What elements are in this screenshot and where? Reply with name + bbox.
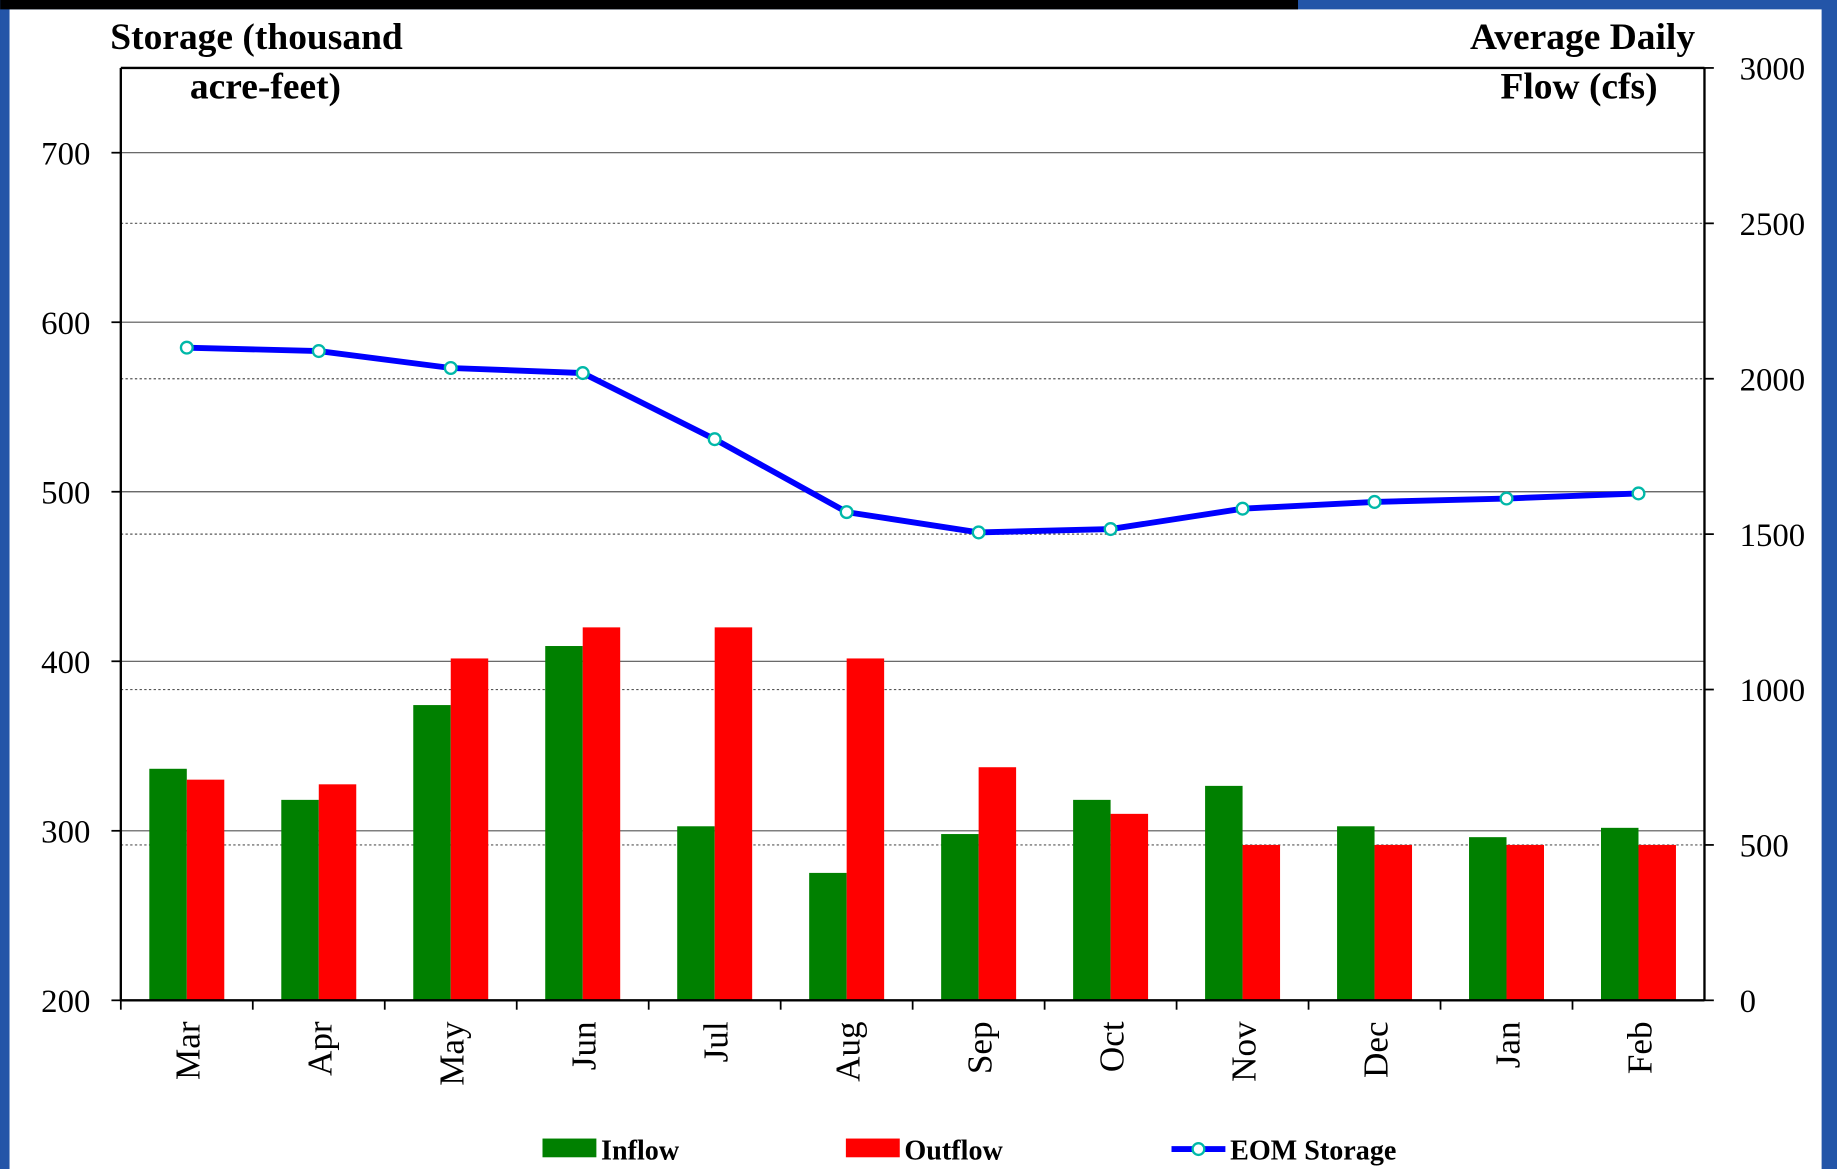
y-axis-title: Storage (thousand acre-feet) bbox=[110, 17, 403, 107]
y2-tick-label: 0 bbox=[1740, 984, 1756, 1020]
y-tick-label: 300 bbox=[41, 815, 90, 851]
y2-tick-label: 3000 bbox=[1740, 52, 1806, 88]
bar bbox=[677, 826, 715, 1001]
bar bbox=[413, 705, 451, 1001]
line-marker bbox=[971, 525, 986, 540]
y2-tick-label: 2500 bbox=[1740, 207, 1806, 243]
line-marker bbox=[575, 366, 590, 381]
bar bbox=[1469, 837, 1507, 1001]
y-tick-label: 400 bbox=[41, 645, 90, 681]
bar bbox=[281, 799, 319, 1001]
y-tick-label: 700 bbox=[41, 136, 90, 172]
y2-tick-label: 2000 bbox=[1740, 362, 1806, 398]
line-marker bbox=[1235, 501, 1250, 516]
line-marker bbox=[1499, 491, 1514, 506]
line-marker bbox=[311, 344, 326, 359]
bar bbox=[450, 658, 489, 1001]
x-tick-label: Apr bbox=[301, 1021, 340, 1076]
line-marker bbox=[443, 360, 458, 376]
line bbox=[186, 344, 1639, 536]
bar bbox=[1638, 844, 1676, 1001]
x-tick-label: Jul bbox=[697, 1021, 736, 1062]
x-tick-label: Nov bbox=[1224, 1021, 1263, 1082]
x-tick-label: Mar bbox=[169, 1021, 208, 1080]
line-marker bbox=[1367, 494, 1382, 509]
bar bbox=[1073, 799, 1111, 1001]
bar bbox=[714, 627, 753, 1001]
bar bbox=[582, 627, 621, 1001]
bar bbox=[978, 767, 1017, 1001]
line-marker bbox=[1631, 486, 1646, 501]
bar bbox=[1110, 813, 1149, 1001]
bar bbox=[1205, 785, 1243, 1001]
y2-tick-label: 1500 bbox=[1740, 518, 1806, 554]
y-tick-label: 600 bbox=[41, 306, 90, 342]
x-tick-label: May bbox=[433, 1021, 472, 1086]
legend-label: EOM Storage bbox=[1230, 1136, 1396, 1167]
bar bbox=[846, 658, 885, 1001]
y-tick-label: 200 bbox=[41, 984, 90, 1020]
legend-label: Outflow bbox=[904, 1136, 1003, 1167]
y-tick-label: 500 bbox=[41, 475, 90, 511]
line-marker bbox=[839, 505, 854, 520]
x-tick-label: Feb bbox=[1620, 1021, 1659, 1074]
bar bbox=[318, 784, 357, 1001]
bar bbox=[1374, 844, 1413, 1001]
x-tick-label: Sep bbox=[961, 1021, 1000, 1074]
x-tick-label: Jun bbox=[565, 1021, 604, 1070]
y-axis-title-line: Storage (thousand bbox=[110, 17, 403, 58]
legend-label: Inflow bbox=[601, 1136, 680, 1167]
y2-axis-title: Average Daily Flow (cfs) bbox=[1470, 17, 1695, 107]
legend-swatch bbox=[845, 1138, 900, 1158]
bar bbox=[941, 834, 979, 1001]
bar bbox=[1242, 844, 1281, 1001]
y2-axis-title-line: Flow (cfs) bbox=[1501, 66, 1658, 107]
legend-marker bbox=[1191, 1142, 1206, 1157]
line-marker bbox=[707, 432, 722, 447]
bar bbox=[186, 779, 225, 1001]
x-tick-label: Oct bbox=[1092, 1021, 1131, 1072]
bar bbox=[1506, 844, 1544, 1001]
y-axis-title-line: acre-feet) bbox=[190, 66, 341, 107]
bar bbox=[1337, 826, 1375, 1001]
x-tick-label: Aug bbox=[829, 1021, 868, 1082]
top-bar bbox=[0, 0, 1299, 10]
line-marker bbox=[1103, 522, 1118, 537]
x-tick-label: Dec bbox=[1356, 1021, 1395, 1078]
bar bbox=[809, 872, 847, 1001]
x-tick-label: Jan bbox=[1488, 1021, 1527, 1068]
legend-swatch bbox=[542, 1138, 597, 1158]
y2-axis-title-line: Average Daily bbox=[1470, 17, 1695, 58]
bar bbox=[545, 646, 583, 1001]
y2-tick-label: 500 bbox=[1740, 829, 1789, 865]
bar bbox=[149, 768, 187, 1001]
bar bbox=[1601, 827, 1639, 1001]
line-marker bbox=[179, 340, 194, 355]
y2-tick-label: 1000 bbox=[1740, 673, 1806, 709]
